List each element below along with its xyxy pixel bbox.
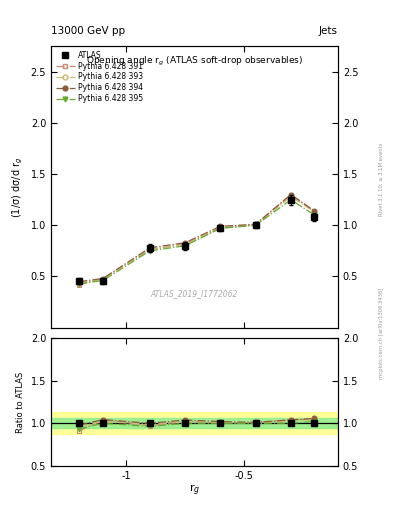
Bar — [51, 418, 338, 429]
Legend: ATLAS, Pythia 6.428 391, Pythia 6.428 393, Pythia 6.428 394, Pythia 6.428 395: ATLAS, Pythia 6.428 391, Pythia 6.428 39… — [54, 49, 145, 105]
Y-axis label: Ratio to ATLAS: Ratio to ATLAS — [16, 371, 25, 433]
Text: 13000 GeV pp: 13000 GeV pp — [51, 26, 125, 36]
Text: Jets: Jets — [319, 26, 338, 36]
Text: Rivet 3.1.10; ≥ 3.1M events: Rivet 3.1.10; ≥ 3.1M events — [379, 142, 384, 216]
Text: mcplots.cern.ch [arXiv:1306.3436]: mcplots.cern.ch [arXiv:1306.3436] — [379, 287, 384, 378]
Text: ATLAS_2019_I1772062: ATLAS_2019_I1772062 — [151, 289, 238, 298]
Bar — [51, 412, 338, 434]
X-axis label: r$_g$: r$_g$ — [189, 482, 200, 498]
Text: Opening angle r$_g$ (ATLAS soft-drop observables): Opening angle r$_g$ (ATLAS soft-drop obs… — [86, 55, 303, 68]
Y-axis label: (1/σ) dσ/d r$_g$: (1/σ) dσ/d r$_g$ — [11, 156, 25, 218]
